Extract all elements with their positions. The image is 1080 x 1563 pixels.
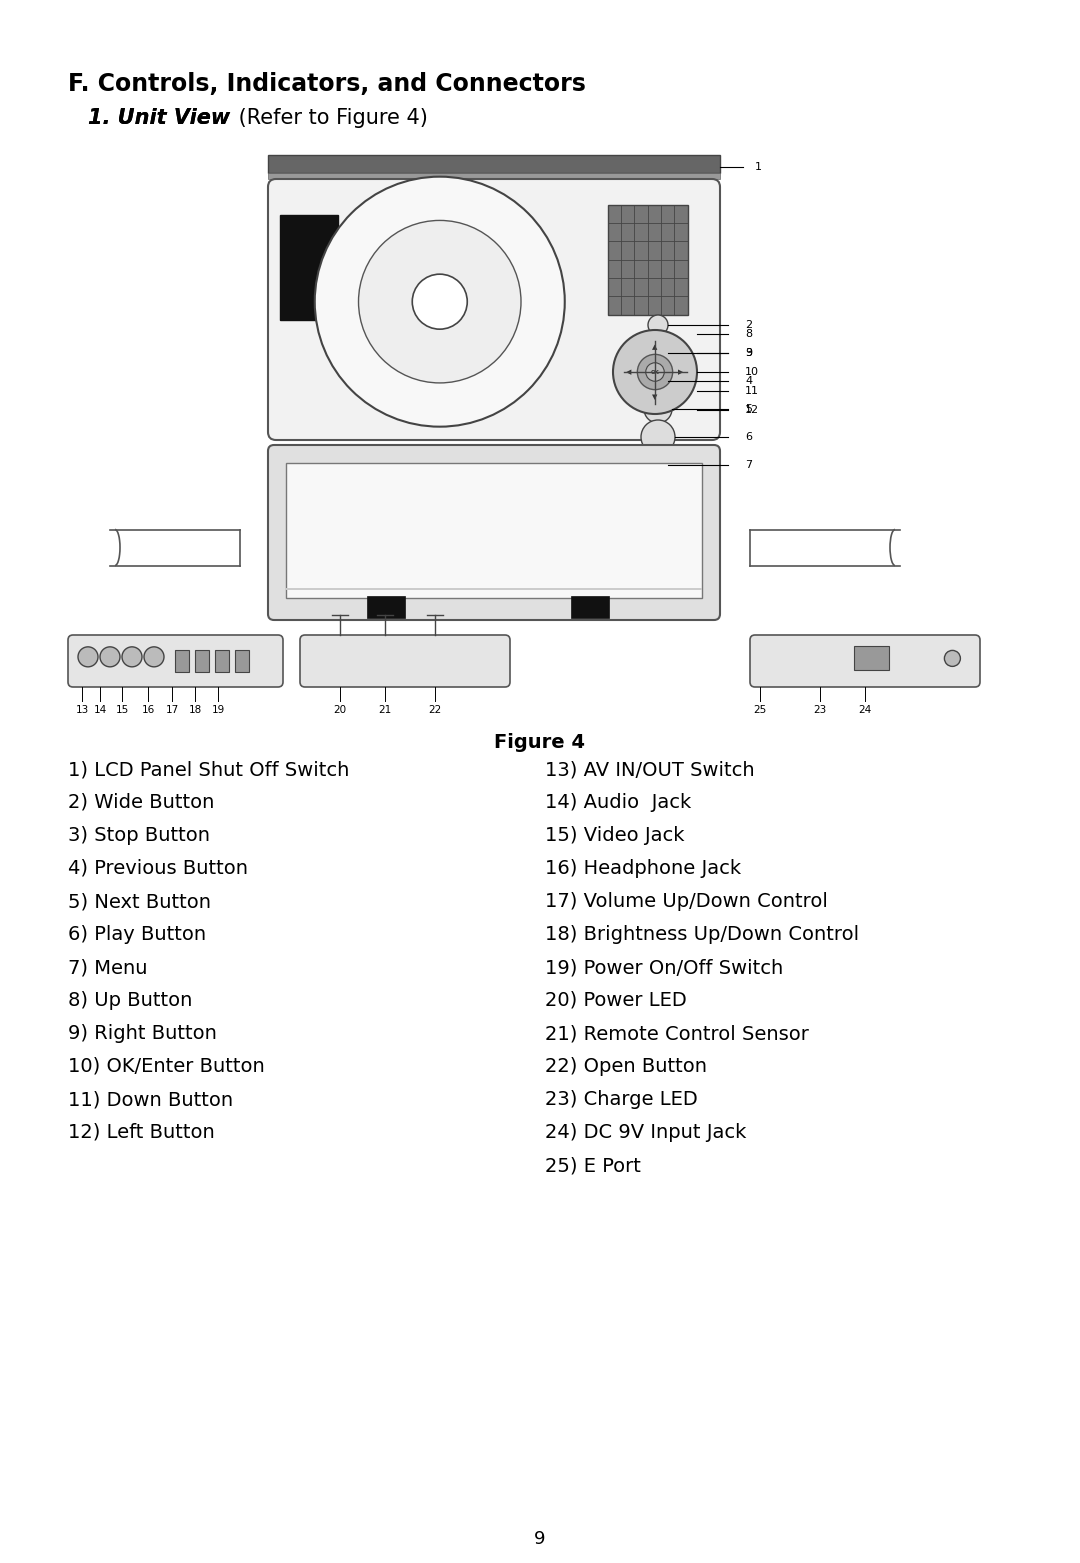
- Bar: [215, 650, 229, 672]
- Bar: [571, 596, 609, 617]
- Circle shape: [648, 370, 669, 391]
- Circle shape: [637, 355, 673, 389]
- Bar: [268, 155, 720, 173]
- Text: 20: 20: [334, 705, 347, 714]
- Text: 14) Audio  Jack: 14) Audio Jack: [545, 792, 691, 813]
- Text: 15) Video Jack: 15) Video Jack: [545, 825, 685, 846]
- Text: 10) OK/Enter Button: 10) OK/Enter Button: [68, 1057, 265, 1075]
- Text: 11: 11: [745, 386, 759, 395]
- Text: 2) Wide Button: 2) Wide Button: [68, 792, 214, 813]
- Text: ◀: ◀: [626, 369, 632, 375]
- Circle shape: [144, 647, 164, 667]
- Circle shape: [644, 395, 672, 424]
- Text: 22) Open Button: 22) Open Button: [545, 1057, 707, 1075]
- Text: 18: 18: [188, 705, 202, 714]
- FancyBboxPatch shape: [268, 445, 720, 621]
- Text: 24: 24: [859, 705, 872, 714]
- Circle shape: [359, 220, 521, 383]
- Text: 7) Menu: 7) Menu: [68, 958, 148, 977]
- Bar: [175, 650, 189, 672]
- Text: 3) Stop Button: 3) Stop Button: [68, 825, 210, 846]
- Bar: [195, 650, 210, 672]
- Text: 12: 12: [745, 405, 759, 414]
- Text: 9: 9: [535, 1530, 545, 1547]
- Circle shape: [122, 647, 141, 667]
- FancyBboxPatch shape: [268, 180, 720, 441]
- Text: ▼: ▼: [652, 394, 658, 400]
- Text: 11) Down Button: 11) Down Button: [68, 1089, 233, 1110]
- Circle shape: [100, 647, 120, 667]
- Text: 6) Play Button: 6) Play Button: [68, 925, 206, 944]
- Circle shape: [944, 650, 960, 666]
- Text: 5: 5: [745, 403, 752, 414]
- Text: 12) Left Button: 12) Left Button: [68, 1122, 215, 1143]
- Text: 19) Power On/Off Switch: 19) Power On/Off Switch: [545, 958, 783, 977]
- Circle shape: [78, 647, 98, 667]
- Text: 25: 25: [754, 705, 767, 714]
- Circle shape: [613, 330, 697, 414]
- Text: OK: OK: [650, 369, 660, 375]
- Text: 2: 2: [745, 320, 752, 330]
- Text: 13: 13: [76, 705, 89, 714]
- Circle shape: [314, 177, 565, 427]
- Circle shape: [413, 274, 468, 330]
- Circle shape: [642, 420, 675, 453]
- Text: 14: 14: [93, 705, 107, 714]
- Text: ▲: ▲: [652, 344, 658, 350]
- Bar: [608, 205, 688, 316]
- Text: 7: 7: [745, 460, 752, 470]
- Text: 21) Remote Control Sensor: 21) Remote Control Sensor: [545, 1024, 809, 1043]
- Text: 9: 9: [745, 349, 752, 358]
- Circle shape: [646, 363, 664, 381]
- Text: F. Controls, Indicators, and Connectors: F. Controls, Indicators, and Connectors: [68, 72, 585, 95]
- Text: 1: 1: [755, 163, 762, 172]
- Bar: [235, 650, 249, 672]
- Text: Figure 4: Figure 4: [495, 733, 585, 752]
- Bar: [286, 463, 702, 599]
- Text: 25) E Port: 25) E Port: [545, 1157, 640, 1175]
- FancyBboxPatch shape: [300, 635, 510, 688]
- Bar: [268, 173, 720, 180]
- FancyBboxPatch shape: [68, 635, 283, 688]
- FancyBboxPatch shape: [750, 635, 980, 688]
- Text: 9) Right Button: 9) Right Button: [68, 1024, 217, 1043]
- Circle shape: [648, 342, 669, 363]
- Text: 17) Volume Up/Down Control: 17) Volume Up/Down Control: [545, 892, 828, 911]
- Text: 22: 22: [429, 705, 442, 714]
- Bar: [853, 647, 889, 671]
- Text: 8) Up Button: 8) Up Button: [68, 991, 192, 1010]
- Text: 23) Charge LED: 23) Charge LED: [545, 1089, 698, 1110]
- Text: 20) Power LED: 20) Power LED: [545, 991, 687, 1010]
- Text: 1. Unit View: 1. Unit View: [87, 108, 230, 128]
- Text: 3: 3: [745, 349, 752, 358]
- Text: 6: 6: [745, 431, 752, 442]
- Text: 5) Next Button: 5) Next Button: [68, 892, 211, 911]
- Text: 1. Unit View: 1. Unit View: [87, 108, 230, 128]
- Text: 18) Brightness Up/Down Control: 18) Brightness Up/Down Control: [545, 925, 859, 944]
- Text: 17: 17: [165, 705, 178, 714]
- Circle shape: [648, 316, 669, 334]
- Text: 4: 4: [745, 377, 752, 386]
- Text: 16) Headphone Jack: 16) Headphone Jack: [545, 860, 741, 878]
- Text: 8: 8: [745, 330, 752, 339]
- Text: 10: 10: [745, 367, 759, 377]
- Text: ▶: ▶: [678, 369, 684, 375]
- Text: 4) Previous Button: 4) Previous Button: [68, 860, 248, 878]
- Text: 1) LCD Panel Shut Off Switch: 1) LCD Panel Shut Off Switch: [68, 760, 349, 778]
- Text: 15: 15: [116, 705, 129, 714]
- Circle shape: [648, 455, 669, 475]
- Text: 23: 23: [813, 705, 826, 714]
- Text: 16: 16: [141, 705, 154, 714]
- Text: 24) DC 9V Input Jack: 24) DC 9V Input Jack: [545, 1122, 746, 1143]
- Text: 13) AV IN/OUT Switch: 13) AV IN/OUT Switch: [545, 760, 755, 778]
- Bar: [286, 588, 702, 589]
- Text: 21: 21: [378, 705, 392, 714]
- Text: 19: 19: [212, 705, 225, 714]
- Text: (Refer to Figure 4): (Refer to Figure 4): [232, 108, 428, 128]
- Bar: [367, 596, 405, 617]
- Bar: [280, 216, 338, 320]
